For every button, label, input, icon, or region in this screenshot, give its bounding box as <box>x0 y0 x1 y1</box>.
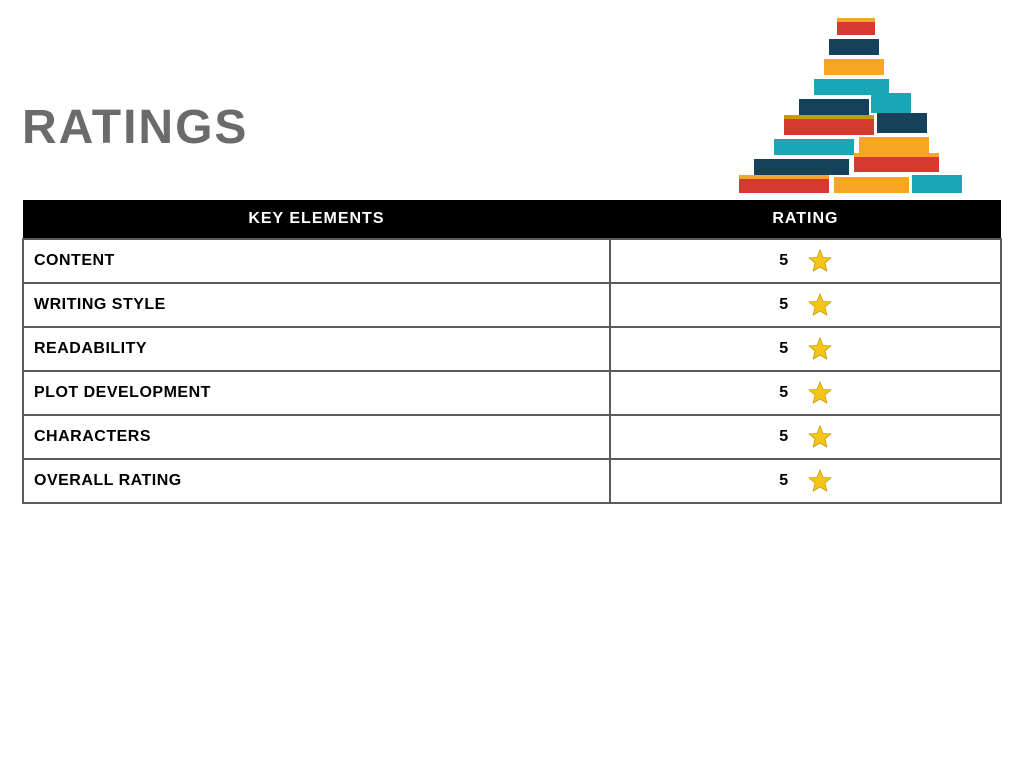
rating-value: 5 <box>779 340 788 358</box>
table-row: CONTENT 5 <box>23 239 1001 283</box>
table-row: PLOT DEVELOPMENT 5 <box>23 371 1001 415</box>
star-icon <box>808 469 832 493</box>
star-icon <box>808 381 832 405</box>
row-label: OVERALL RATING <box>23 459 610 503</box>
rating-value: 5 <box>779 384 788 402</box>
row-rating: 5 <box>610 327 1001 371</box>
column-header-rating: RATING <box>610 200 1001 239</box>
star-icon <box>808 293 832 317</box>
row-label: WRITING STYLE <box>23 283 610 327</box>
row-rating: 5 <box>610 415 1001 459</box>
ratings-table: KEY ELEMENTS RATING CONTENT 5 WRITING ST… <box>22 200 1002 504</box>
row-rating: 5 <box>610 239 1001 283</box>
books-stack-icon <box>729 10 969 195</box>
table-header-row: KEY ELEMENTS RATING <box>23 200 1001 239</box>
rating-value: 5 <box>779 252 788 270</box>
row-rating: 5 <box>610 459 1001 503</box>
ratings-table-container: KEY ELEMENTS RATING CONTENT 5 WRITING ST… <box>22 200 1002 504</box>
table-row: CHARACTERS 5 <box>23 415 1001 459</box>
page-title: RATINGS <box>22 100 248 155</box>
row-label: CONTENT <box>23 239 610 283</box>
rating-value: 5 <box>779 296 788 314</box>
star-icon <box>808 249 832 273</box>
star-icon <box>808 425 832 449</box>
row-rating: 5 <box>610 283 1001 327</box>
row-label: PLOT DEVELOPMENT <box>23 371 610 415</box>
row-rating: 5 <box>610 371 1001 415</box>
table-row: OVERALL RATING 5 <box>23 459 1001 503</box>
column-header-key-elements: KEY ELEMENTS <box>23 200 610 239</box>
row-label: CHARACTERS <box>23 415 610 459</box>
table-row: READABILITY 5 <box>23 327 1001 371</box>
rating-value: 5 <box>779 428 788 446</box>
star-icon <box>808 337 832 361</box>
table-row: WRITING STYLE 5 <box>23 283 1001 327</box>
row-label: READABILITY <box>23 327 610 371</box>
rating-value: 5 <box>779 472 788 490</box>
